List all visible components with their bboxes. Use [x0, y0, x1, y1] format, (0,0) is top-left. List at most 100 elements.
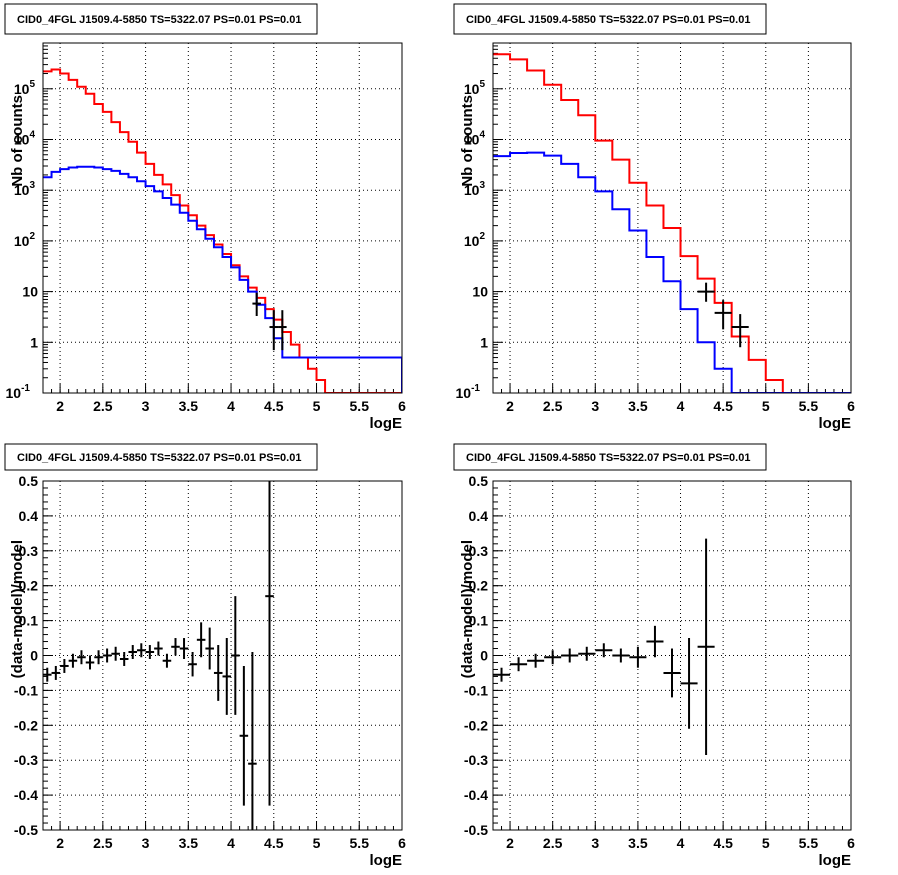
- chart-title-box: [4, 3, 318, 35]
- data-point: [137, 643, 146, 658]
- x-tick-label: 4: [227, 398, 235, 414]
- x-tick-label: 4: [227, 835, 235, 851]
- y-tick-label: -0.3: [14, 752, 38, 768]
- x-tick-label: 6: [847, 835, 855, 851]
- chart-title-box: [453, 3, 767, 35]
- y-tick-label: -0.2: [14, 717, 38, 733]
- x-tick-label: 6: [847, 398, 855, 414]
- y-tick-label: 0.2: [469, 578, 489, 594]
- x-tick-label: 4: [677, 398, 685, 414]
- y-tick-label: 10: [472, 284, 488, 300]
- histogram-series-red: [43, 68, 402, 393]
- plot-frame: [492, 42, 852, 394]
- y-tick-label: 0.1: [19, 613, 39, 629]
- plot-area: [493, 538, 715, 755]
- y-tick-label: 10-1: [6, 383, 31, 401]
- data-point: [119, 652, 129, 666]
- histogram-series-blue: [43, 165, 402, 393]
- x-tick-label: 4.5: [264, 835, 284, 851]
- x-tick-label: 6: [398, 398, 406, 414]
- data-point: [510, 657, 528, 672]
- x-axis-title: logE: [819, 852, 852, 869]
- x-tick-label: 3: [142, 398, 150, 414]
- data-point: [269, 310, 279, 351]
- y-tick-label: 104: [14, 129, 36, 147]
- chart-panel-2: CID0_4FGL J1509.4-5850 TS=5322.07 PS=0.0…: [453, 3, 855, 432]
- x-tick-label: 4.5: [713, 835, 733, 851]
- x-tick-label: 3.5: [179, 835, 199, 851]
- plot-frame: [492, 480, 852, 831]
- y-tick-label: -0.5: [464, 822, 488, 838]
- data-point: [85, 655, 95, 670]
- data-point: [697, 538, 715, 755]
- data-point: [561, 648, 579, 663]
- data-point: [239, 665, 249, 806]
- x-tick-label: 5.5: [350, 835, 370, 851]
- data-point: [43, 667, 52, 682]
- chart-panel-4: CID0_4FGL J1509.4-5850 TS=5322.07 PS=0.0…: [453, 443, 855, 869]
- data-point: [646, 625, 664, 658]
- data-point: [196, 622, 206, 658]
- plot-frame: [42, 480, 403, 831]
- plot-area: [43, 481, 274, 830]
- data-point: [578, 646, 596, 661]
- x-tick-label: 2.5: [93, 835, 113, 851]
- x-tick-label: 2.5: [93, 398, 113, 414]
- data-point: [60, 658, 69, 673]
- x-axis-title: logE: [819, 415, 852, 432]
- chart-title-box: [4, 443, 318, 471]
- x-axis-title: logE: [370, 415, 403, 432]
- y-tick-label: -0.4: [14, 787, 38, 803]
- data-point: [265, 481, 274, 806]
- x-axis-title: logE: [370, 852, 403, 869]
- x-tick-label: 6: [398, 835, 406, 851]
- y-tick-label: -0.4: [464, 787, 488, 803]
- x-tick-label: 2.5: [543, 835, 563, 851]
- chart-title: CID0_4FGL J1509.4-5850 TS=5322.07 PS=0.0…: [17, 14, 301, 26]
- x-tick-label: 4: [677, 835, 685, 851]
- x-tick-label: 5.5: [799, 835, 819, 851]
- data-point: [222, 638, 232, 715]
- chart-title: CID0_4FGL J1509.4-5850 TS=5322.07 PS=0.0…: [466, 14, 750, 26]
- y-axis-title: Nb of counts: [459, 95, 476, 187]
- y-tick-label: 0.3: [469, 543, 489, 559]
- x-tick-label: 2: [56, 398, 64, 414]
- y-tick-label: -0.2: [464, 717, 488, 733]
- data-point: [527, 653, 545, 668]
- histogram-series-red: [493, 53, 851, 393]
- data-point: [213, 645, 223, 701]
- x-tick-label: 4.5: [264, 398, 284, 414]
- x-tick-label: 5: [762, 398, 770, 414]
- y-tick-label: 10: [22, 284, 38, 300]
- x-tick-label: 2: [506, 835, 514, 851]
- chart-title: CID0_4FGL J1509.4-5850 TS=5322.07 PS=0.0…: [17, 452, 301, 464]
- data-point: [51, 665, 61, 680]
- chart-panel-3: CID0_4FGL J1509.4-5850 TS=5322.07 PS=0.0…: [4, 443, 406, 869]
- x-tick-label: 3: [142, 835, 150, 851]
- y-tick-label: 0.1: [469, 613, 489, 629]
- data-point: [663, 648, 681, 698]
- y-tick-label: 0: [30, 648, 38, 664]
- data-point: [595, 643, 613, 658]
- y-tick-label: 1: [480, 334, 488, 350]
- x-tick-label: 2: [506, 398, 514, 414]
- data-point: [162, 653, 172, 668]
- y-tick-label: -0.3: [464, 752, 488, 768]
- y-tick-label: 0.2: [19, 578, 39, 594]
- y-tick-label: 103: [14, 180, 36, 198]
- x-tick-label: 3: [591, 835, 599, 851]
- data-point: [145, 645, 155, 659]
- y-tick-label: 102: [464, 231, 486, 249]
- x-tick-label: 3.5: [628, 398, 648, 414]
- data-point: [111, 646, 120, 661]
- data-point: [102, 648, 112, 663]
- data-point: [544, 650, 562, 665]
- data-point: [77, 650, 86, 665]
- y-tick-label: 0.5: [19, 473, 39, 489]
- x-tick-label: 5: [313, 835, 321, 851]
- data-point: [205, 627, 214, 670]
- x-tick-label: 5.5: [350, 398, 370, 414]
- data-point: [94, 650, 103, 665]
- data-point: [493, 667, 511, 682]
